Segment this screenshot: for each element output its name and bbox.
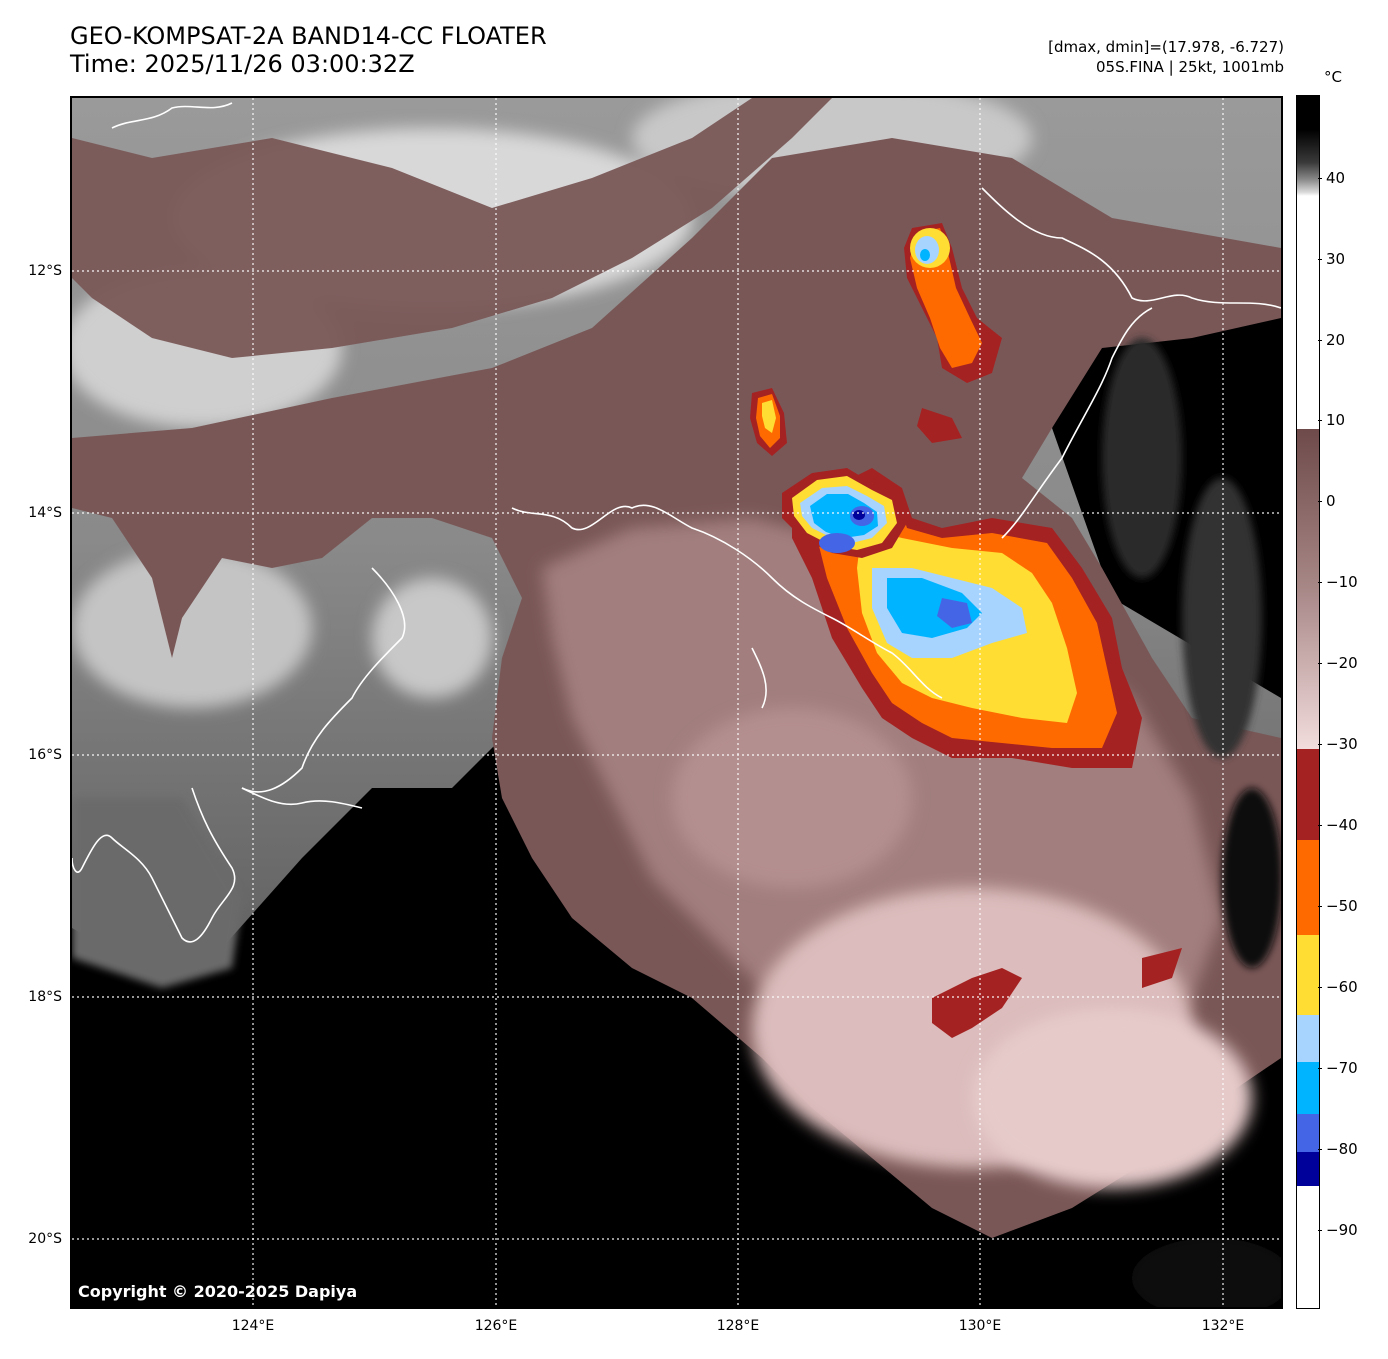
colorbar-tickmark — [1318, 420, 1322, 421]
lat-label-20s: 20°S — [28, 1231, 62, 1247]
colorbar-unit: °C — [1324, 68, 1342, 86]
satellite-imagery — [72, 98, 1281, 1307]
colorbar-tickmark — [1318, 987, 1322, 988]
colorbar-tick-neg40: −40 — [1326, 816, 1358, 834]
chart-title: GEO-KOMPSAT-2A BAND14-CC FLOATER Time: 2… — [70, 22, 547, 78]
isolated-convective-cells — [750, 223, 1002, 456]
lat-label-12s: 12°S — [28, 263, 62, 279]
colorbar-tickmark — [1318, 582, 1322, 583]
colorbar-tickmark — [1318, 1068, 1322, 1069]
storm-info-text: 05S.FINA | 25kt, 1001mb — [1096, 58, 1284, 76]
copyright-text: Copyright © 2020-2025 Dapiya — [78, 1282, 358, 1301]
colorbar-tickmark — [1318, 501, 1322, 502]
lat-label-14s: 14°S — [28, 505, 62, 521]
colorbar — [1296, 95, 1320, 1309]
lat-label-16s: 16°S — [28, 747, 62, 763]
colorbar-tick-neg70: −70 — [1326, 1059, 1358, 1077]
lon-label-132e: 132°E — [1201, 1318, 1245, 1334]
satellite-map: Copyright © 2020-2025 Dapiya — [70, 96, 1283, 1309]
colorbar-tickmark — [1318, 340, 1322, 341]
colorbar-tick-neg80: −80 — [1326, 1140, 1358, 1158]
colorbar-tick-neg10: −10 — [1326, 573, 1358, 591]
colorbar-tick-neg50: −50 — [1326, 897, 1358, 915]
colorbar-tickmark — [1318, 178, 1322, 179]
colorbar-tick-40: 40 — [1326, 169, 1346, 187]
data-range-text: [dmax, dmin]=(17.978, -6.727) — [1048, 38, 1284, 56]
lon-label-126e: 126°E — [474, 1318, 518, 1334]
coastlines — [72, 102, 1281, 943]
colorbar-gradient — [1297, 96, 1319, 1308]
colorbar-tick-30: 30 — [1326, 250, 1346, 268]
convective-storm — [792, 468, 1142, 768]
colorbar-tickmark — [1318, 1230, 1322, 1231]
colorbar-tick-neg90: −90 — [1326, 1221, 1358, 1239]
colorbar-tick-0: 0 — [1326, 492, 1336, 510]
lon-label-124e: 124°E — [231, 1318, 275, 1334]
storm-upper-cluster — [782, 468, 907, 558]
lat-label-18s: 18°S — [28, 989, 62, 1005]
colorbar-tickmark — [1318, 744, 1322, 745]
colorbar-tick-neg30: −30 — [1326, 735, 1358, 753]
colorbar-tick-20: 20 — [1326, 331, 1346, 349]
colorbar-tickmark — [1318, 259, 1322, 260]
colorbar-tickmark — [1318, 825, 1322, 826]
colorbar-tick-neg60: −60 — [1326, 978, 1358, 996]
title-line-2: Time: 2025/11/26 03:00:32Z — [70, 50, 415, 78]
info-box: [dmax, dmin]=(17.978, -6.727) 05S.FINA |… — [1048, 37, 1284, 77]
lon-label-130e: 130°E — [958, 1318, 1002, 1334]
dark-convective-patches — [1102, 338, 1281, 1307]
lon-label-128e: 128°E — [716, 1318, 760, 1334]
lat-lon-grid — [72, 98, 1281, 1307]
colorbar-tick-neg20: −20 — [1326, 654, 1358, 672]
colorbar-tick-10: 10 — [1326, 411, 1346, 429]
colorbar-tickmark — [1318, 1149, 1322, 1150]
colorbar-tickmark — [1318, 663, 1322, 664]
title-line-1: GEO-KOMPSAT-2A BAND14-CC FLOATER — [70, 22, 547, 50]
colorbar-tickmark — [1318, 906, 1322, 907]
